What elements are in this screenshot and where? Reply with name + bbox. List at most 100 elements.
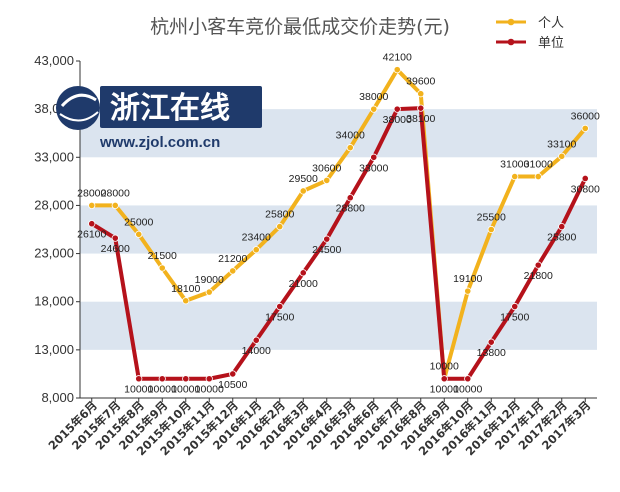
data-point-personal [111, 201, 119, 210]
data-label-unit: 24600 [101, 243, 130, 255]
data-label-personal: 29500 [289, 173, 318, 185]
data-label-personal: 36000 [571, 110, 600, 122]
data-label-personal: 19100 [453, 273, 482, 285]
data-point-unit [135, 375, 143, 383]
data-point-unit [252, 336, 260, 344]
logo-url: www.zjol.com.cn [99, 134, 220, 151]
zjol-logo: 浙江在线 www.zjol.com.cn [56, 86, 262, 151]
legend-item-unit: 单位 [496, 36, 564, 51]
data-point-personal [299, 187, 307, 195]
data-point-personal [417, 90, 425, 98]
data-point-unit [88, 220, 96, 228]
data-point-unit [393, 105, 401, 113]
data-label-unit: 10000 [453, 384, 482, 396]
logo-name: 浙江在线 [110, 91, 230, 126]
data-label-unit: 10000 [171, 384, 200, 396]
data-point-unit [276, 302, 284, 311]
data-label-personal: 21200 [218, 253, 247, 265]
data-label-unit: 13800 [477, 347, 506, 359]
y-tick-label: 8,000 [41, 390, 74, 405]
logo-plate [100, 86, 262, 128]
data-label-unit: 10500 [218, 379, 247, 391]
data-label-unit: 28800 [336, 203, 365, 215]
y-tick-label: 13,000 [34, 342, 74, 357]
data-point-unit [558, 223, 566, 231]
y-tick-label: 23,000 [34, 246, 74, 261]
data-label-unit: 21000 [289, 278, 318, 290]
data-label-personal: 38000 [359, 91, 388, 103]
data-point-personal [88, 201, 96, 210]
legend-marker-personal [507, 18, 515, 26]
data-point-personal [276, 223, 284, 231]
data-point-unit [440, 375, 448, 383]
data-label-personal: 19000 [195, 274, 224, 286]
data-point-unit [205, 375, 213, 383]
data-label-unit: 33000 [359, 162, 388, 174]
data-point-personal [581, 124, 589, 132]
data-label-personal: 31000 [500, 159, 529, 171]
legend-marker-unit [507, 38, 515, 46]
series-layer [88, 66, 589, 383]
data-label-unit: 14000 [242, 345, 271, 357]
logo-swoosh-icon-lower [59, 111, 99, 122]
data-label-unit: 38000 [383, 114, 412, 126]
data-point-unit [534, 261, 542, 269]
data-point-unit [487, 338, 495, 346]
data-point-unit [346, 194, 354, 202]
data-label-personal: 34000 [336, 130, 365, 142]
data-label-personal: 39600 [406, 76, 435, 88]
legend-label-personal: 个人 [538, 16, 564, 31]
data-point-personal [229, 267, 237, 275]
data-point-personal [487, 225, 495, 234]
data-label-unit: 21800 [524, 270, 553, 282]
data-point-unit [229, 370, 237, 378]
data-point-personal [252, 246, 260, 254]
data-point-personal [464, 287, 472, 295]
data-point-personal [346, 144, 354, 152]
data-label-personal: 21500 [148, 250, 177, 262]
legend: 个人 单位 [496, 16, 564, 51]
series-line-personal [89, 67, 588, 381]
legend-item-personal: 个人 [496, 16, 564, 31]
plot-band [80, 205, 597, 254]
data-label-unit: 25800 [547, 232, 576, 244]
data-label-unit: 38100 [406, 113, 435, 125]
data-label-unit: 10000 [195, 384, 224, 396]
data-point-unit [299, 269, 307, 277]
data-point-unit [158, 375, 166, 383]
data-point-personal [158, 264, 166, 272]
data-point-unit [511, 302, 519, 311]
data-label-unit: 24500 [312, 244, 341, 256]
data-label-personal: 23400 [242, 232, 271, 244]
data-point-unit [182, 375, 190, 383]
data-point-personal [205, 288, 213, 296]
data-point-personal [393, 66, 401, 74]
data-point-personal [182, 297, 190, 305]
data-label-personal: 30600 [312, 162, 341, 174]
data-label-personal: 33100 [547, 138, 576, 150]
plot-band [80, 301, 597, 350]
data-point-unit [417, 104, 425, 112]
data-point-unit [111, 234, 119, 242]
data-label-personal: 28000 [101, 187, 130, 199]
data-label-personal: 25500 [477, 212, 506, 224]
data-point-unit [464, 375, 472, 383]
data-point-personal [511, 172, 519, 181]
data-point-personal [558, 152, 566, 160]
chart-title: 杭州小客车竞价最低成交价走势(元) [150, 16, 450, 38]
data-point-personal [323, 176, 331, 184]
legend-label-unit: 单位 [538, 36, 564, 51]
data-label-unit: 17500 [265, 312, 294, 324]
data-point-unit [370, 153, 378, 161]
data-point-personal [534, 172, 542, 181]
data-label-unit: 10000 [430, 384, 459, 396]
data-label-unit: 26100 [77, 229, 106, 241]
data-point-unit [323, 235, 331, 243]
data-label-personal: 25800 [265, 209, 294, 221]
data-label-personal: 10000 [430, 361, 459, 373]
data-label-personal: 25000 [124, 216, 153, 228]
data-point-unit [581, 174, 589, 183]
